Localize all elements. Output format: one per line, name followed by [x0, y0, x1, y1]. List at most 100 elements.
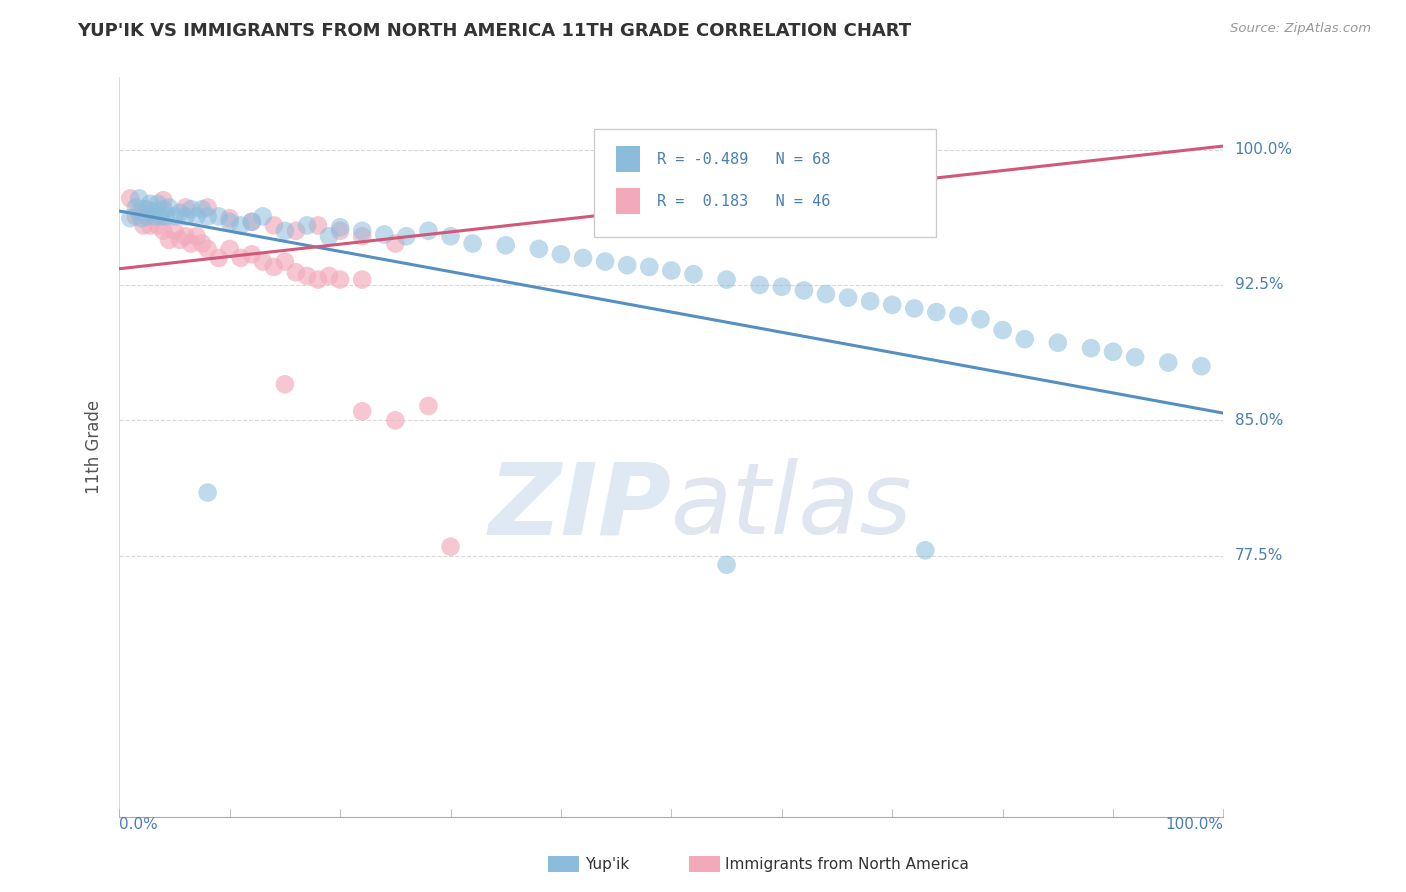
Point — [191, 202, 214, 217]
Point — [163, 224, 186, 238]
Point — [1014, 332, 1036, 346]
Point — [439, 229, 461, 244]
Point — [218, 242, 240, 256]
Point — [307, 219, 329, 233]
Point — [218, 215, 240, 229]
Point — [307, 272, 329, 286]
Text: 85.0%: 85.0% — [1234, 413, 1282, 428]
Point — [218, 211, 240, 226]
FancyBboxPatch shape — [616, 188, 641, 214]
Point — [132, 219, 155, 233]
Point — [174, 200, 197, 214]
Point — [295, 268, 318, 283]
FancyBboxPatch shape — [595, 129, 936, 236]
Text: atlas: atlas — [672, 458, 912, 555]
Point — [128, 206, 150, 220]
Point — [157, 200, 180, 214]
Point — [418, 224, 440, 238]
Point — [240, 215, 263, 229]
Text: 0.0%: 0.0% — [120, 817, 157, 832]
Text: YUP'IK VS IMMIGRANTS FROM NORTH AMERICA 11TH GRADE CORRELATION CHART: YUP'IK VS IMMIGRANTS FROM NORTH AMERICA … — [77, 22, 911, 40]
Point — [150, 210, 173, 224]
Point — [180, 236, 202, 251]
Point — [229, 219, 252, 233]
Point — [593, 254, 616, 268]
Point — [135, 202, 157, 217]
Point — [197, 210, 219, 224]
Point — [208, 251, 231, 265]
Point — [948, 309, 970, 323]
Point — [329, 272, 352, 286]
Point — [859, 294, 882, 309]
Point — [274, 254, 297, 268]
Point — [284, 265, 307, 279]
Point — [180, 202, 202, 217]
Point — [329, 220, 352, 235]
Text: 92.5%: 92.5% — [1234, 277, 1284, 293]
Point — [1189, 359, 1212, 374]
Point — [197, 200, 219, 214]
Text: ZIP: ZIP — [488, 458, 672, 555]
Point — [274, 377, 297, 392]
Point — [716, 272, 738, 286]
Text: R =  0.183   N = 46: R = 0.183 N = 46 — [657, 194, 831, 209]
Point — [1080, 341, 1102, 355]
Point — [252, 254, 274, 268]
Point — [770, 280, 793, 294]
Point — [572, 251, 595, 265]
Point — [638, 260, 661, 274]
Point — [263, 260, 285, 274]
Text: 100.0%: 100.0% — [1166, 817, 1223, 832]
Point — [495, 238, 517, 252]
FancyBboxPatch shape — [616, 146, 641, 172]
Point — [1102, 344, 1125, 359]
Point — [661, 263, 683, 277]
Point — [882, 298, 904, 312]
Point — [284, 224, 307, 238]
Point — [384, 413, 406, 427]
Point — [550, 247, 572, 261]
Point — [925, 305, 948, 319]
Point — [527, 242, 550, 256]
Point — [146, 196, 169, 211]
Point — [439, 540, 461, 554]
Point — [329, 224, 352, 238]
Point — [125, 210, 148, 224]
Y-axis label: 11th Grade: 11th Grade — [86, 401, 103, 494]
Point — [152, 202, 174, 217]
Point — [395, 229, 418, 244]
Point — [141, 204, 163, 219]
Point — [139, 196, 162, 211]
Point — [716, 558, 738, 572]
Point — [125, 200, 148, 214]
Point — [969, 312, 991, 326]
Point — [169, 206, 191, 220]
Point — [295, 219, 318, 233]
Point — [837, 291, 859, 305]
Point — [384, 236, 406, 251]
Point — [318, 229, 340, 244]
Point — [252, 210, 274, 224]
Point — [174, 210, 197, 224]
Point — [682, 267, 704, 281]
Point — [240, 247, 263, 261]
Point — [352, 229, 374, 244]
Point — [132, 202, 155, 217]
Point — [793, 284, 815, 298]
Point — [352, 224, 374, 238]
Point — [1157, 355, 1180, 369]
Point — [139, 219, 162, 233]
Point — [318, 268, 340, 283]
Point — [229, 251, 252, 265]
Point — [163, 210, 186, 224]
Point — [240, 215, 263, 229]
Point — [748, 277, 770, 292]
Point — [174, 229, 197, 244]
Point — [197, 485, 219, 500]
Point — [169, 233, 191, 247]
Point — [135, 210, 157, 224]
Point — [991, 323, 1014, 337]
Text: 77.5%: 77.5% — [1234, 549, 1282, 563]
Point — [616, 258, 638, 272]
Point — [373, 227, 395, 242]
